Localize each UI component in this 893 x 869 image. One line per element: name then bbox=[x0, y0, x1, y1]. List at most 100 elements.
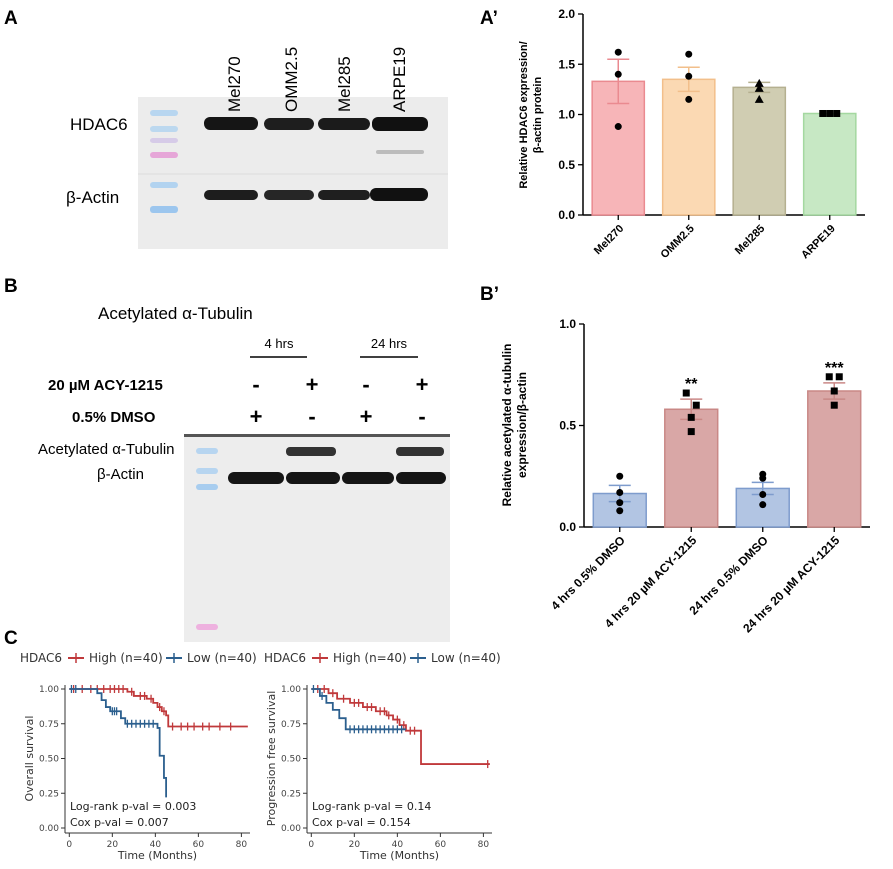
x-tick-label: 0 bbox=[66, 840, 72, 850]
y-tick-label: 0.75 bbox=[39, 720, 59, 730]
y-axis-label-line2: β-actin protein bbox=[532, 77, 544, 154]
band-actin-mel270 bbox=[204, 190, 258, 200]
band-hdac6-mel270 bbox=[204, 117, 258, 130]
b-prime-data-point bbox=[830, 387, 838, 395]
b-prime-bar-2 bbox=[664, 408, 719, 528]
b-prime-data-point bbox=[759, 474, 767, 482]
y-tick-label: 0.5 bbox=[559, 419, 576, 433]
lane-label-arpe19: ARPE19 bbox=[390, 47, 409, 112]
x-tick-label: ARPE19 bbox=[799, 223, 838, 262]
x-tick-label: 0 bbox=[308, 840, 314, 850]
a-prime-data-point bbox=[754, 94, 764, 103]
x-tick-label: Mel270 bbox=[592, 223, 626, 257]
band-actin-omm25 bbox=[264, 190, 314, 200]
b-prime-data-point bbox=[692, 401, 700, 409]
a-prime-data-point bbox=[614, 48, 622, 56]
band-hdac6-mel285 bbox=[318, 118, 370, 130]
row-label-beta-actin: β-Actin bbox=[66, 188, 119, 207]
a-prime-data-point bbox=[614, 123, 622, 131]
x-axis-label: Time (Months) bbox=[117, 849, 197, 862]
a-prime-data-point bbox=[685, 72, 693, 80]
treatment-label-dmso: 0.5% DMSO bbox=[72, 409, 156, 426]
x-tick-label: 4 hrs 0.5% DMSO bbox=[548, 533, 628, 613]
significance-marker: ** bbox=[685, 376, 698, 393]
legend-entry: Low (n=40) bbox=[431, 651, 501, 665]
legend-title: HDAC6 bbox=[20, 651, 62, 665]
time-group-24hrs: 24 hrs bbox=[371, 336, 408, 351]
y-tick-label: 0.50 bbox=[281, 755, 301, 765]
survival-curve-high bbox=[69, 688, 248, 728]
y-tick-label: 1.5 bbox=[558, 57, 575, 71]
stat-annotation: Log-rank p-val = 0.003 bbox=[70, 800, 196, 813]
km-overall-survival: HDAC6 High (n=40) Low (n=40) 0.00 0.25 0.50 0.… bbox=[20, 651, 257, 862]
band-hdac6-arpe19 bbox=[372, 117, 428, 131]
b-prime-data-point bbox=[825, 373, 833, 381]
sign-dmso-lane3: + bbox=[360, 404, 373, 429]
y-axis-label-line1: Relative HDAC6 expression/ bbox=[518, 41, 530, 188]
x-tick-label: 40 bbox=[392, 840, 404, 850]
band-actin-mel285 bbox=[318, 190, 370, 200]
band-actin-lane4 bbox=[396, 472, 446, 484]
b-prime-data-point bbox=[682, 389, 690, 397]
band-actin-lane3 bbox=[342, 472, 394, 484]
x-axis-label: Time (Months) bbox=[359, 849, 439, 862]
y-tick-label: 2.0 bbox=[558, 7, 575, 21]
chart-a-prime: 0.0 0.5 1.0 1.5 2.0 Mel270 OMM2.5 Mel285 ARPE19… bbox=[518, 7, 865, 261]
band-label-actin: β-Actin bbox=[97, 466, 144, 483]
b-prime-data-point bbox=[830, 401, 838, 409]
protein-ladder-a bbox=[150, 110, 178, 213]
y-tick-label: 0.00 bbox=[281, 824, 301, 834]
protein-ladder-b bbox=[196, 448, 218, 630]
a-prime-bar-4 bbox=[802, 112, 857, 216]
b-prime-data-point bbox=[687, 428, 695, 436]
band-actin-lane2 bbox=[286, 472, 340, 484]
lane-label-mel270: Mel270 bbox=[225, 56, 244, 112]
y-tick-label: 0.00 bbox=[39, 824, 59, 834]
sign-acy-lane1: - bbox=[252, 372, 259, 397]
b-prime-data-point bbox=[616, 499, 624, 507]
stat-annotation: Cox p-val = 0.154 bbox=[312, 816, 411, 829]
stat-annotation: Cox p-val = 0.007 bbox=[70, 816, 169, 829]
y-axis-label: Progression free survival bbox=[265, 691, 278, 826]
blot-b-title: Acetylated α-Tubulin bbox=[98, 304, 253, 323]
panel-label-a-prime: A’ bbox=[480, 8, 498, 29]
y-tick-label: 1.00 bbox=[281, 685, 301, 695]
band-hdac6-omm25 bbox=[264, 118, 314, 130]
panel-b-blot: Acetylated α-Tubulin 4 hrs 24 hrs 20 µM … bbox=[38, 304, 450, 642]
a-prime-bar-3 bbox=[732, 86, 787, 216]
b-prime-data-point bbox=[616, 488, 624, 496]
sign-dmso-lane1: + bbox=[250, 404, 263, 429]
km-progression-free-survival: HDAC6 High (n=40) Low (n=40) 0.00 0.25 0.50 0.… bbox=[264, 651, 501, 862]
sign-acy-lane3: - bbox=[362, 372, 369, 397]
legend-title: HDAC6 bbox=[264, 651, 306, 665]
y-tick-label: 0.5 bbox=[558, 158, 575, 172]
x-tick-label: OMM2.5 bbox=[659, 223, 697, 261]
treatment-label-acy: 20 µM ACY-1215 bbox=[48, 377, 163, 394]
survival-curve-high bbox=[311, 688, 490, 765]
panel-label-c: C bbox=[4, 628, 18, 649]
b-prime-data-point bbox=[687, 413, 695, 421]
x-tick-label: 20 bbox=[349, 840, 361, 850]
y-tick-label: 1.00 bbox=[39, 685, 59, 695]
x-tick-label: 60 bbox=[435, 840, 447, 850]
y-axis-label-line2: expression/β-actin bbox=[515, 372, 529, 478]
y-axis-label: Overall survival bbox=[23, 716, 36, 802]
a-prime-data-point bbox=[754, 83, 764, 92]
b-prime-data-point bbox=[759, 491, 767, 499]
blot-membrane-b bbox=[184, 434, 450, 642]
band-acetyl-tubulin-lane2 bbox=[286, 447, 336, 456]
b-prime-data-point bbox=[616, 472, 624, 480]
a-prime-data-point bbox=[685, 50, 693, 58]
y-tick-label: 0.0 bbox=[559, 520, 576, 534]
a-prime-data-point bbox=[614, 70, 622, 78]
y-tick-label: 0.25 bbox=[39, 789, 59, 799]
b-prime-data-point bbox=[835, 373, 843, 381]
sign-acy-lane4: + bbox=[416, 372, 429, 397]
x-tick-label: 60 bbox=[193, 840, 205, 850]
time-group-4hrs: 4 hrs bbox=[265, 336, 294, 351]
y-tick-label: 0.75 bbox=[281, 720, 301, 730]
lane-label-omm25: OMM2.5 bbox=[282, 47, 301, 112]
legend-entry: High (n=40) bbox=[333, 651, 407, 665]
